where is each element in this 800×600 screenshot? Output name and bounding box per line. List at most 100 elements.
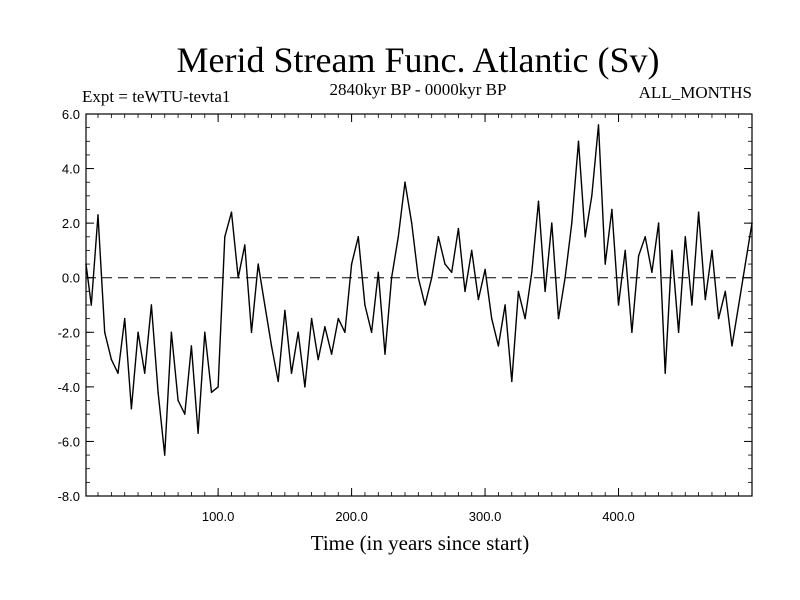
data-point bbox=[544, 290, 546, 293]
data-point bbox=[584, 236, 586, 238]
data-point bbox=[284, 309, 286, 312]
data-point bbox=[624, 249, 626, 252]
data-point bbox=[364, 304, 366, 306]
series-line bbox=[85, 124, 753, 456]
data-point bbox=[310, 317, 313, 320]
data-point bbox=[350, 263, 353, 265]
data-point bbox=[184, 413, 186, 415]
y-tick-label: -6.0 bbox=[58, 434, 80, 449]
y-axis: 6.0 4.0 2.0 0.0 -2.0 -4.0 -6.0 -8.0 bbox=[58, 107, 752, 504]
x-tick-label: 100.0 bbox=[202, 509, 235, 524]
x-tick-label: 300.0 bbox=[469, 509, 502, 524]
data-point bbox=[531, 271, 533, 273]
plot-area bbox=[85, 113, 753, 497]
data-point bbox=[671, 249, 673, 252]
data-point bbox=[717, 317, 720, 320]
y-tick-label: -4.0 bbox=[58, 380, 80, 395]
data-point bbox=[217, 386, 219, 388]
chart-subtitle-right: ALL_MONTHS bbox=[639, 83, 752, 102]
data-point bbox=[504, 304, 506, 306]
data-point bbox=[604, 263, 606, 265]
data-point bbox=[551, 222, 553, 224]
x-axis: 100.0 200.0 300.0 400.0 bbox=[97, 114, 740, 524]
data-point bbox=[210, 391, 213, 393]
data-point bbox=[144, 372, 146, 374]
x-tick-label: 400.0 bbox=[602, 509, 635, 524]
data-point bbox=[471, 249, 473, 252]
data-point bbox=[150, 304, 153, 306]
data-point bbox=[424, 304, 426, 306]
data-point bbox=[464, 290, 466, 293]
data-point bbox=[577, 140, 580, 142]
data-point bbox=[637, 255, 640, 257]
data-point bbox=[664, 372, 666, 374]
data-point bbox=[90, 304, 93, 306]
data-point bbox=[157, 391, 159, 393]
data-point bbox=[370, 331, 373, 333]
data-point bbox=[404, 181, 406, 183]
data-point bbox=[657, 222, 660, 224]
y-tick-label: -2.0 bbox=[58, 325, 80, 340]
data-point bbox=[511, 380, 513, 383]
data-point bbox=[164, 454, 166, 456]
data-point bbox=[444, 263, 446, 265]
data-point bbox=[177, 399, 179, 402]
data-point bbox=[617, 304, 620, 306]
data-point bbox=[397, 236, 399, 238]
data-point bbox=[297, 331, 299, 333]
data-point bbox=[97, 214, 99, 216]
data-point bbox=[697, 211, 700, 213]
data-point bbox=[704, 298, 706, 301]
data-point bbox=[591, 195, 593, 197]
data-point bbox=[130, 408, 133, 410]
data-point bbox=[431, 277, 433, 279]
data-point bbox=[250, 331, 253, 333]
data-point bbox=[204, 331, 206, 333]
chart-subtitle-left: Expt = teWTU-tevta1 bbox=[82, 87, 230, 106]
data-point bbox=[651, 271, 653, 273]
data-point bbox=[517, 290, 520, 293]
chart-subtitle-center: 2840kyr BP - 0000kyr BP bbox=[330, 80, 507, 99]
data-point bbox=[537, 200, 540, 202]
data-point bbox=[337, 317, 339, 320]
data-point bbox=[497, 345, 500, 347]
data-point bbox=[644, 236, 646, 238]
data-point bbox=[491, 317, 493, 320]
data-point bbox=[711, 249, 713, 252]
data-point bbox=[304, 386, 306, 388]
data-point bbox=[738, 304, 740, 306]
data-point bbox=[744, 263, 746, 265]
data-point bbox=[484, 268, 486, 271]
data-point bbox=[524, 317, 526, 320]
y-tick-label: 6.0 bbox=[62, 107, 80, 122]
chart-title: Merid Stream Func. Atlantic (Sv) bbox=[177, 40, 660, 80]
data-point bbox=[237, 277, 239, 279]
data-point bbox=[731, 345, 733, 347]
data-point bbox=[411, 222, 413, 224]
data-point bbox=[104, 331, 106, 333]
data-point bbox=[330, 353, 333, 355]
y-tick-label: -8.0 bbox=[58, 489, 80, 504]
data-point bbox=[224, 236, 226, 238]
data-point bbox=[684, 236, 686, 238]
y-tick-label: 2.0 bbox=[62, 216, 80, 231]
data-point bbox=[244, 244, 246, 246]
data-point bbox=[197, 432, 199, 434]
data-point bbox=[724, 290, 726, 293]
data-point bbox=[377, 271, 379, 273]
data-point bbox=[85, 263, 87, 265]
data-point bbox=[691, 304, 693, 306]
data-point bbox=[557, 317, 560, 320]
data-point bbox=[751, 222, 753, 224]
data-point bbox=[457, 227, 460, 230]
plot-frame bbox=[85, 113, 753, 497]
data-point bbox=[611, 208, 613, 211]
x-tick-label: 200.0 bbox=[335, 509, 368, 524]
data-point bbox=[677, 331, 680, 333]
data-point bbox=[230, 211, 233, 213]
data-point bbox=[477, 298, 480, 301]
data-point bbox=[117, 372, 119, 374]
data-point bbox=[344, 331, 346, 333]
data-point bbox=[451, 271, 453, 273]
data-point bbox=[170, 331, 173, 333]
